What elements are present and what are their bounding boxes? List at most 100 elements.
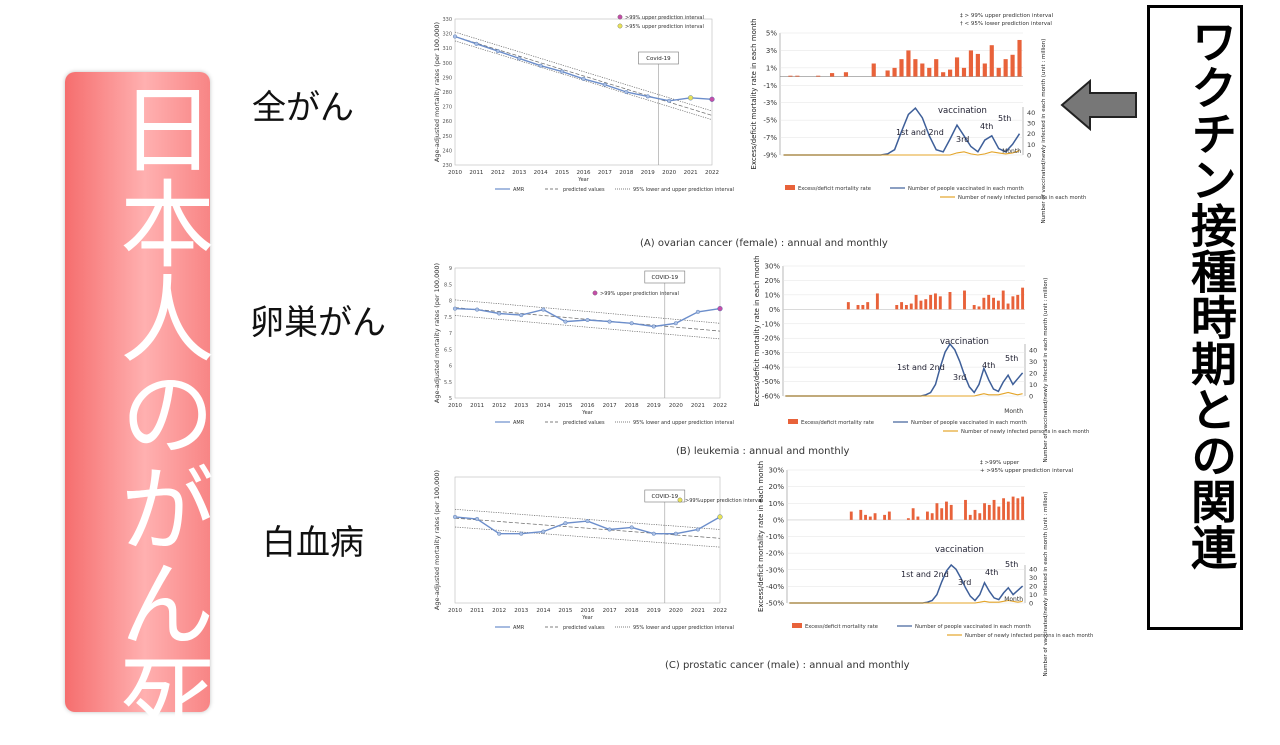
- amr-point: [607, 319, 612, 324]
- amr-point: [453, 34, 458, 39]
- y-tick-label: -5%: [763, 117, 777, 125]
- y-tick-label: -30%: [766, 566, 784, 574]
- plot-frame: [454, 267, 721, 399]
- x-tick-label: 2013: [512, 170, 526, 176]
- annotation-4th: 4th: [980, 122, 993, 131]
- amr-point: [585, 519, 590, 524]
- bar: [856, 305, 860, 310]
- bar: [920, 63, 925, 77]
- bar: [992, 499, 996, 520]
- right-tick-label: 10: [1029, 591, 1037, 599]
- legend-interval: 95% lower and upper prediction interval: [633, 420, 734, 426]
- x-tick-label: 2020: [662, 170, 676, 176]
- bar: [989, 45, 994, 77]
- bar: [925, 511, 929, 520]
- right-title-box: ワクチン接種時期との関連: [1147, 5, 1243, 630]
- amr-point: [541, 529, 546, 534]
- chart-all-cancer-annual: 230 240 250 260 270 280 290 300 310 320 330 2010 201…: [433, 14, 734, 193]
- legend-bar-swatch: [792, 623, 802, 628]
- amr-point: [497, 531, 502, 536]
- x-tick-label: 2013: [514, 608, 528, 614]
- bar: [1016, 498, 1020, 520]
- y-tick-label: 6: [449, 364, 452, 370]
- annotation-5th: 5th: [998, 114, 1011, 123]
- x-tick-label: 2015: [558, 403, 572, 409]
- x-axis-title: Year: [581, 615, 594, 621]
- bar: [972, 305, 976, 310]
- x-tick-label: 2019: [641, 170, 655, 176]
- bar: [916, 516, 920, 520]
- annotation-4th: 4th: [982, 361, 995, 370]
- bar: [887, 511, 891, 520]
- y-tick-label: -40%: [762, 364, 780, 372]
- x-tick-label: 2010: [448, 170, 462, 176]
- y-tick-label: -60%: [762, 393, 780, 401]
- right-tick-label: 0: [1027, 152, 1031, 160]
- y-tick-label: -50%: [762, 378, 780, 386]
- right-tick-label: 20: [1029, 369, 1037, 377]
- legend-note-marker: [617, 23, 623, 29]
- plot-frame: [454, 18, 713, 166]
- legend-infected: Number of newly infected persons in each…: [958, 195, 1086, 201]
- amr-point: [474, 41, 479, 46]
- right-tick-label: 10: [1027, 141, 1035, 149]
- infected-line: [785, 391, 1023, 397]
- y-tick-label: -20%: [766, 550, 784, 558]
- right-tick-label: 10: [1029, 381, 1037, 389]
- bar: [866, 302, 870, 310]
- bar: [1001, 290, 1005, 310]
- predicted-line: [454, 517, 721, 539]
- right-tick-label: 30: [1029, 574, 1037, 582]
- annotation-4th: 4th: [985, 568, 998, 577]
- bar: [846, 302, 850, 310]
- amr-point: [695, 527, 700, 532]
- y-tick-label: 5: [449, 396, 452, 402]
- annotation-3rd: 3rd: [956, 135, 969, 144]
- plot-frame: [454, 476, 721, 604]
- bar: [978, 513, 982, 520]
- legend-bar-swatch: [785, 185, 795, 190]
- amr-point: [687, 95, 694, 101]
- amr-point: [453, 306, 458, 311]
- bar: [934, 293, 937, 310]
- bar: [885, 70, 890, 77]
- legend-note-marker: [592, 290, 598, 296]
- bar: [940, 508, 944, 520]
- annotation-3rd: 3rd: [958, 578, 971, 587]
- y-tick-label: 250: [442, 134, 452, 140]
- x-tick-label: 2012: [491, 170, 505, 176]
- annotation-1st-2nd: 1st and 2nd: [896, 128, 944, 137]
- covid-label-box: [644, 489, 686, 503]
- row-label-all-cancer: 全がん: [252, 88, 354, 128]
- bar: [929, 294, 933, 310]
- y-tick-label: 0%: [773, 516, 784, 524]
- x-tick-label: 2012: [492, 403, 506, 409]
- bar: [904, 305, 908, 310]
- row-label-ovarian: 卵巣がん: [250, 303, 386, 343]
- legend-bar: Excess/deficit mortality rate: [805, 624, 878, 630]
- y-axis-title: Age-adjusted mortality rates (per 100,00…: [433, 263, 441, 403]
- amr-point: [560, 69, 565, 74]
- x-axis-title: Month: [1002, 148, 1021, 155]
- bar: [941, 72, 946, 77]
- legend-infected: Number of newly infected persons in each…: [961, 429, 1089, 435]
- bar: [864, 514, 867, 520]
- x-tick-label: 2010: [448, 403, 462, 409]
- bar: [1016, 294, 1020, 310]
- bar: [895, 305, 899, 310]
- x-tick-label: 2018: [625, 403, 639, 409]
- bar: [913, 59, 918, 77]
- y-tick-label: 20%: [768, 483, 784, 491]
- bar: [906, 50, 911, 77]
- bar: [996, 67, 1001, 77]
- legend-amr: AMR: [513, 625, 525, 631]
- legend-bar: Excess/deficit mortality rate: [798, 186, 871, 192]
- x-tick-label: 2012: [492, 608, 506, 614]
- x-tick-label: 2020: [669, 403, 683, 409]
- bar: [930, 513, 934, 520]
- legend-note-marker: [677, 497, 683, 503]
- y-tick-label: 8: [449, 299, 452, 305]
- legend-predicted: predicted values: [563, 187, 605, 193]
- left-banner: 日本人のがん死: [65, 72, 214, 745]
- legend-note: + >95% upper prediction interval: [980, 468, 1074, 474]
